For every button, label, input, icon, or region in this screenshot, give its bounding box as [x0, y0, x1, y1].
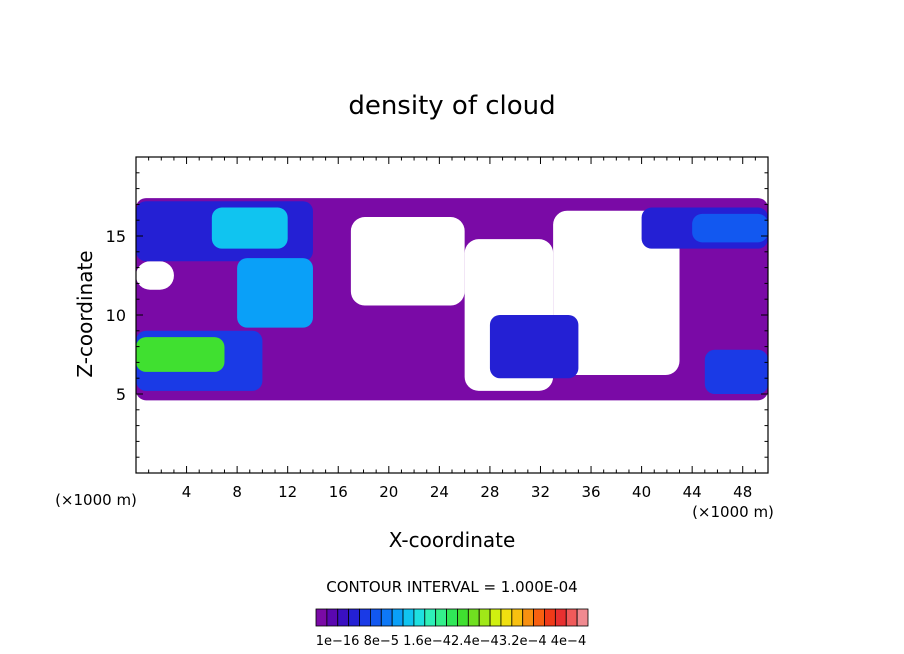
colorbar-swatch: [369, 608, 382, 627]
colorbar: [315, 608, 589, 627]
x-tick-label: 20: [379, 483, 398, 501]
colorbar-swatch: [533, 608, 545, 627]
contour-interval: CONTOUR INTERVAL = 1.000E-04: [326, 578, 577, 596]
x-unit-left: (×1000 m): [55, 491, 137, 509]
colorbar-swatch: [424, 608, 437, 627]
y-tick-label: 15: [106, 227, 126, 246]
cloud-region-4: [136, 261, 174, 290]
colorbar-swatch: [359, 608, 371, 627]
x-tick-label: 32: [531, 483, 550, 501]
x-tick-label: 28: [480, 483, 499, 501]
colorbar-swatch: [522, 608, 534, 627]
colorbar-swatch: [413, 608, 426, 627]
colorbar-swatch: [446, 608, 458, 627]
plot-area: [136, 198, 768, 401]
x-tick-label: 8: [232, 483, 242, 501]
x-tick-label: 12: [278, 483, 297, 501]
colorbar-swatch: [391, 608, 404, 627]
colorbar-swatch: [544, 608, 556, 627]
x-tick-label: 16: [329, 483, 348, 501]
colorbar-tick-labels: 1e−16 8e−5 1.6e−42.4e−43.2e−4 4e−4: [316, 634, 586, 649]
colorbar-swatch: [565, 608, 578, 627]
colorbar-swatch: [489, 608, 502, 627]
x-tick-label: 24: [430, 483, 449, 501]
colorbar-swatch: [337, 608, 350, 627]
x-axis-label: X-coordinate: [389, 528, 516, 552]
x-tick-label: 44: [683, 483, 702, 501]
colorbar-swatch: [500, 608, 513, 627]
colorbar-swatch: [326, 608, 339, 627]
x-tick-label: 48: [733, 483, 752, 501]
cloud-region-12: [692, 213, 768, 243]
cloud-region-9: [136, 337, 225, 372]
y-tick-label: 5: [116, 385, 126, 404]
cloud-region-10: [489, 315, 579, 379]
colorbar-swatch: [457, 608, 469, 627]
colorbar-swatch: [511, 608, 524, 627]
colorbar-swatch: [478, 608, 491, 627]
x-unit-right: (×1000 m): [692, 503, 774, 521]
cloud-region-13: [704, 349, 768, 394]
x-tick-label: 4: [182, 483, 192, 501]
colorbar-swatch: [467, 608, 480, 627]
colorbar-swatch: [315, 608, 328, 627]
colorbar-swatch: [402, 608, 415, 627]
colorbar-swatch: [435, 608, 447, 627]
y-axis-label: Z-coordinate: [73, 250, 97, 377]
cloud-region-7: [237, 258, 313, 328]
cloud-region-3: [553, 210, 680, 376]
cloud-region-1: [350, 217, 465, 306]
colorbar-swatch: [554, 608, 567, 627]
y-tick-label: 10: [106, 306, 126, 325]
colorbar-swatch: [348, 608, 360, 627]
colorbar-swatch: [380, 608, 393, 627]
chart-title: density of cloud: [348, 91, 555, 121]
cloud-region-6: [211, 207, 288, 249]
x-tick-label: 40: [632, 483, 651, 501]
x-tick-label: 36: [581, 483, 600, 501]
colorbar-swatch: [576, 608, 589, 627]
